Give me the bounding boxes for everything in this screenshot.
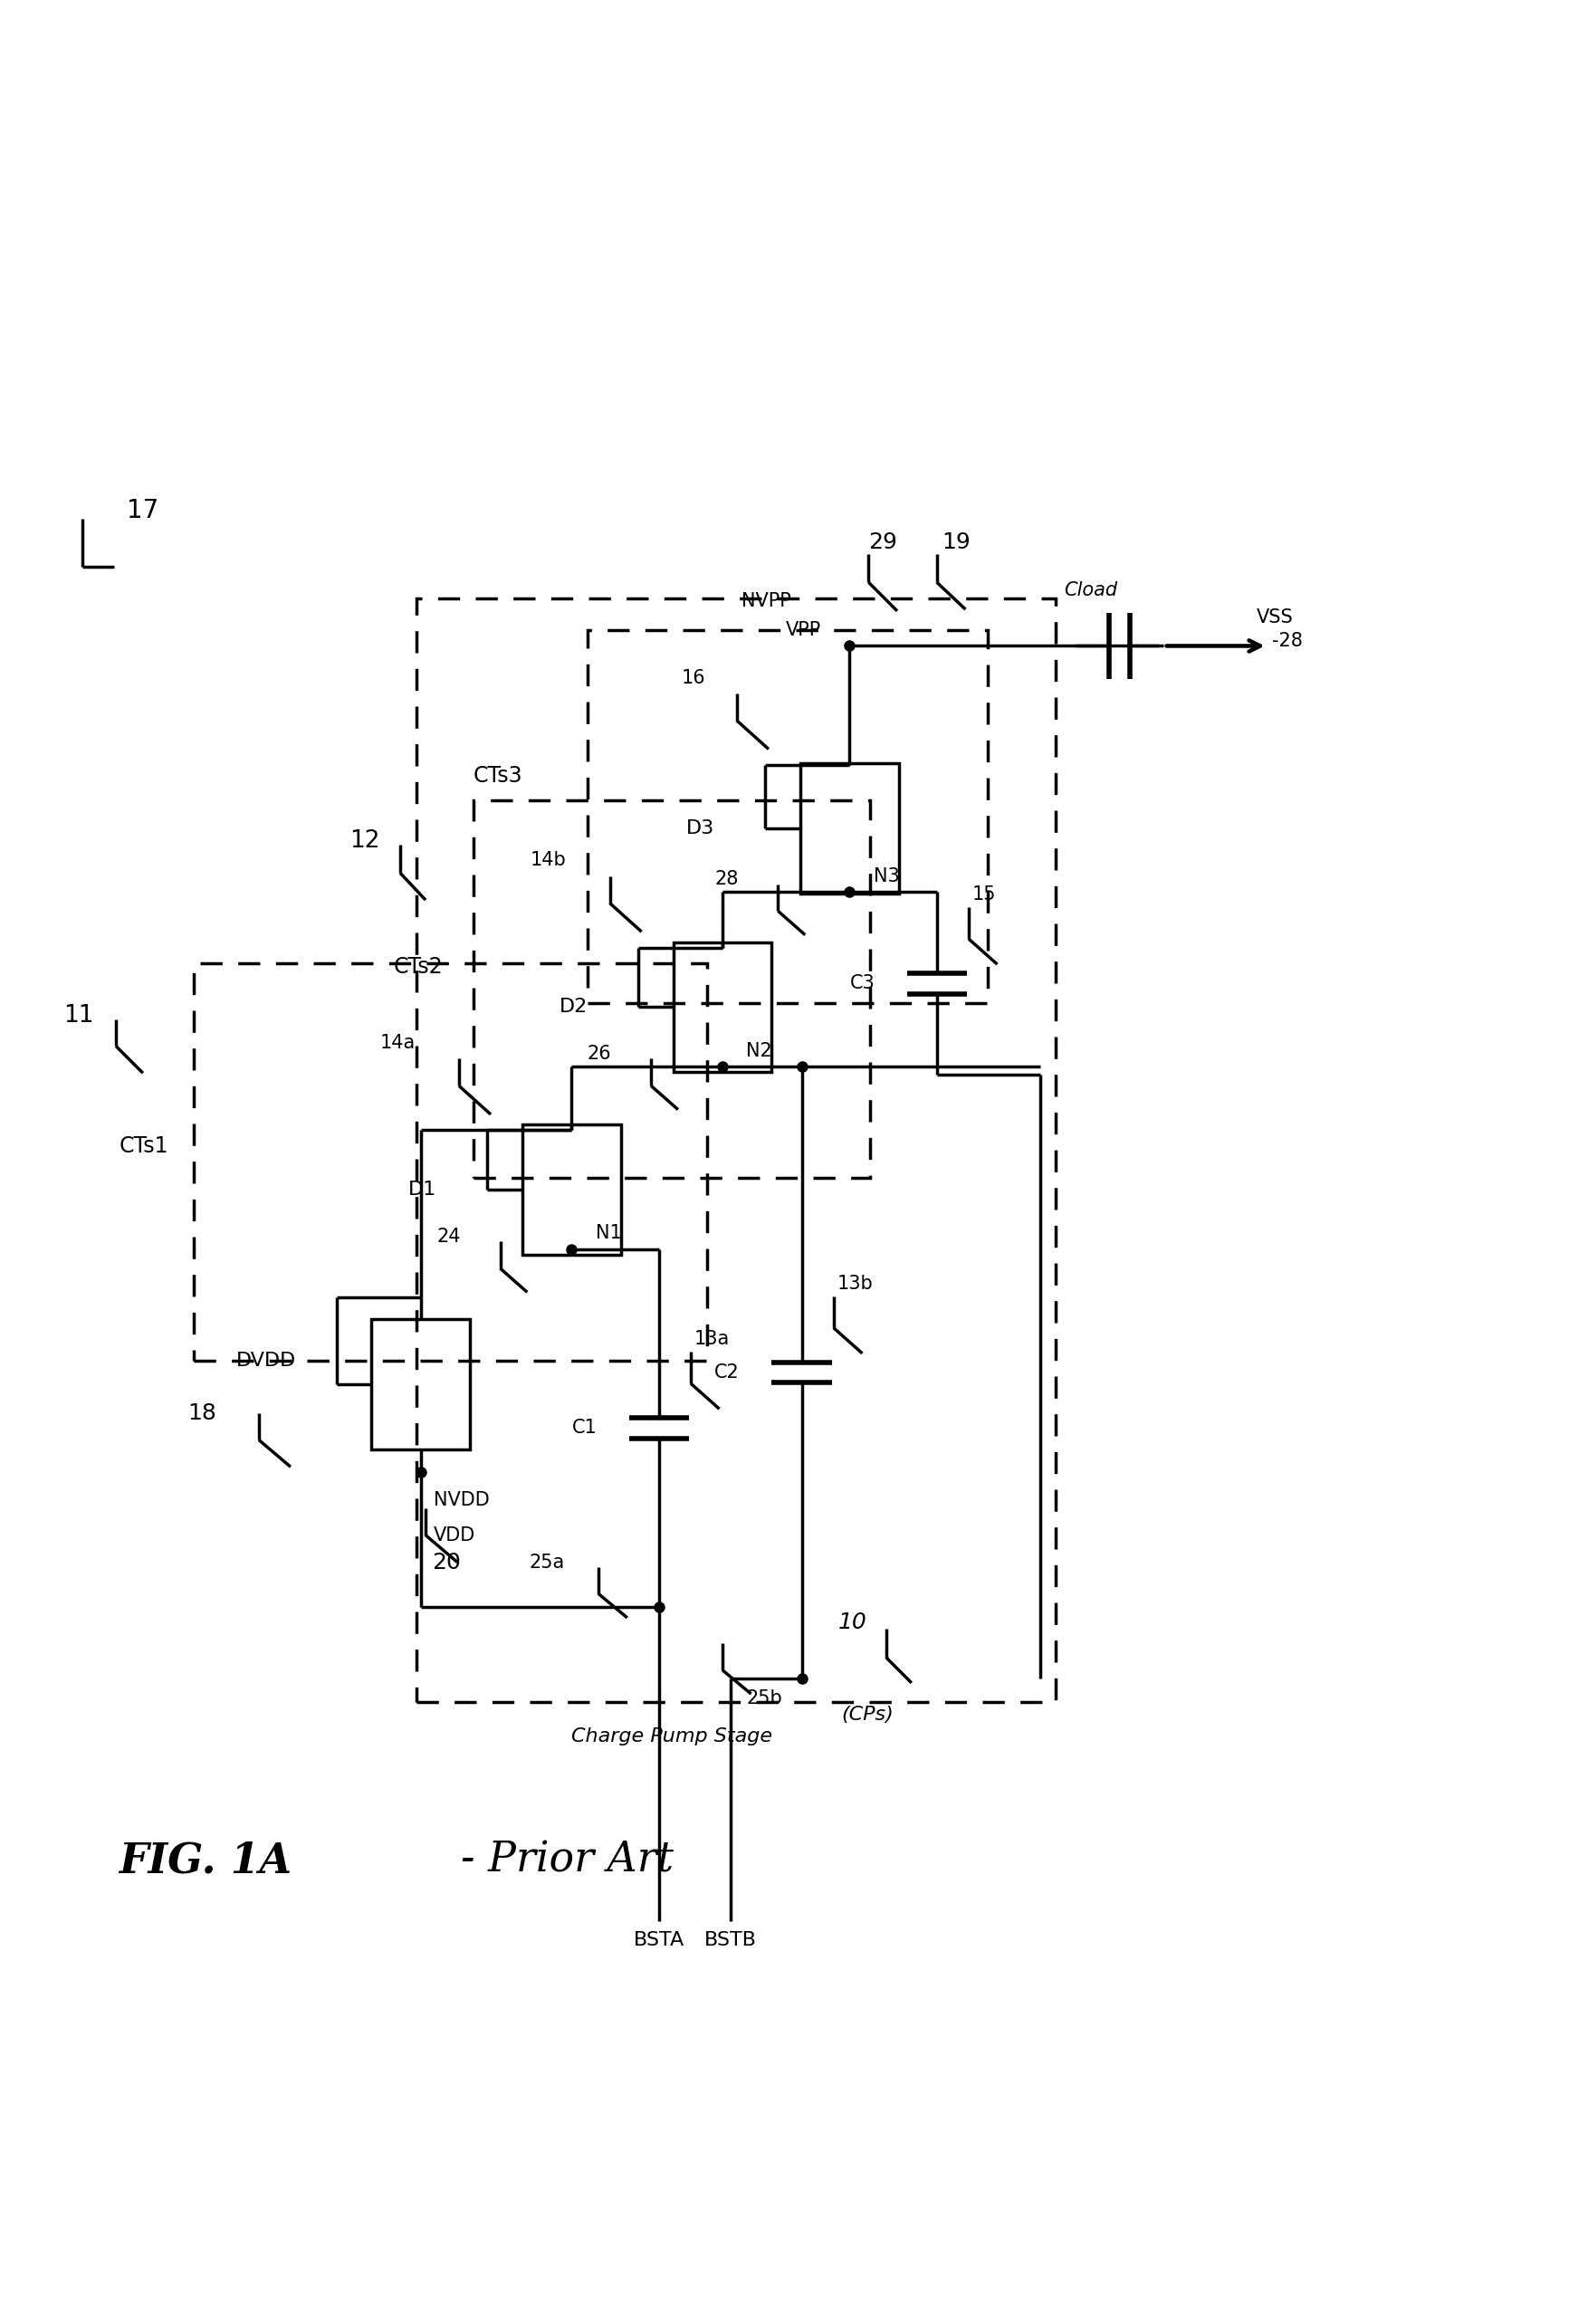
Bar [473,799,870,1178]
Text: VSS: VSS [1256,609,1293,627]
Text: Charge Pump Stage: Charge Pump Stage [572,1727,773,1745]
Text: 13a: 13a [694,1329,729,1348]
Text: CTs3: CTs3 [473,765,522,788]
Text: 10: 10 [838,1611,867,1634]
Text: 20: 20 [432,1552,461,1573]
Text: N2: N2 [746,1041,772,1060]
Text: D1: D1 [408,1181,437,1199]
Text: CTs2: CTs2 [394,955,443,978]
Text: VPP: VPP [786,621,821,639]
Text: 29: 29 [869,532,897,553]
Text: 14b: 14b [530,851,567,869]
Bar [194,964,707,1360]
Text: NVDD: NVDD [434,1492,489,1508]
Text: C3: C3 [850,974,875,992]
Text: D3: D3 [686,820,715,837]
Text: 24: 24 [437,1227,461,1246]
Text: 25b: 25b [746,1690,783,1708]
Text: N1: N1 [596,1225,621,1243]
Text: 18: 18 [187,1401,216,1425]
Bar [800,762,899,895]
Text: DVDD: DVDD [237,1353,297,1369]
Text: BSTA: BSTA [634,1931,684,1950]
Text: 16: 16 [681,669,705,686]
Text: 14a: 14a [380,1034,414,1053]
Text: - Prior Art: - Prior Art [461,1841,673,1880]
Text: -28: -28 [1272,632,1302,651]
Text: 15: 15 [972,885,996,904]
Text: (CPs): (CPs) [842,1706,894,1724]
Text: 19: 19 [942,532,970,553]
Text: Cload: Cload [1064,581,1118,600]
Text: C2: C2 [715,1364,740,1380]
Text: NVPP: NVPP [742,593,791,611]
Text: 12: 12 [349,830,380,853]
Bar [588,630,988,1004]
Text: 28: 28 [715,869,738,888]
Text: D2: D2 [559,997,588,1016]
Bar [673,941,772,1071]
Text: FIG. 1A: FIG. 1A [119,1841,292,1882]
Text: 11: 11 [64,1004,94,1027]
Text: CTs1: CTs1 [119,1134,168,1157]
Text: 26: 26 [588,1046,611,1062]
Text: 25a: 25a [529,1552,564,1571]
Text: VDD: VDD [434,1527,475,1543]
Text: 13b: 13b [837,1274,873,1292]
Bar [522,1125,621,1255]
Text: BSTB: BSTB [703,1931,757,1950]
Text: 17: 17 [127,497,159,523]
Text: N3: N3 [873,867,899,885]
Bar [372,1320,470,1450]
Bar [416,597,1056,1701]
Text: C1: C1 [572,1420,597,1436]
